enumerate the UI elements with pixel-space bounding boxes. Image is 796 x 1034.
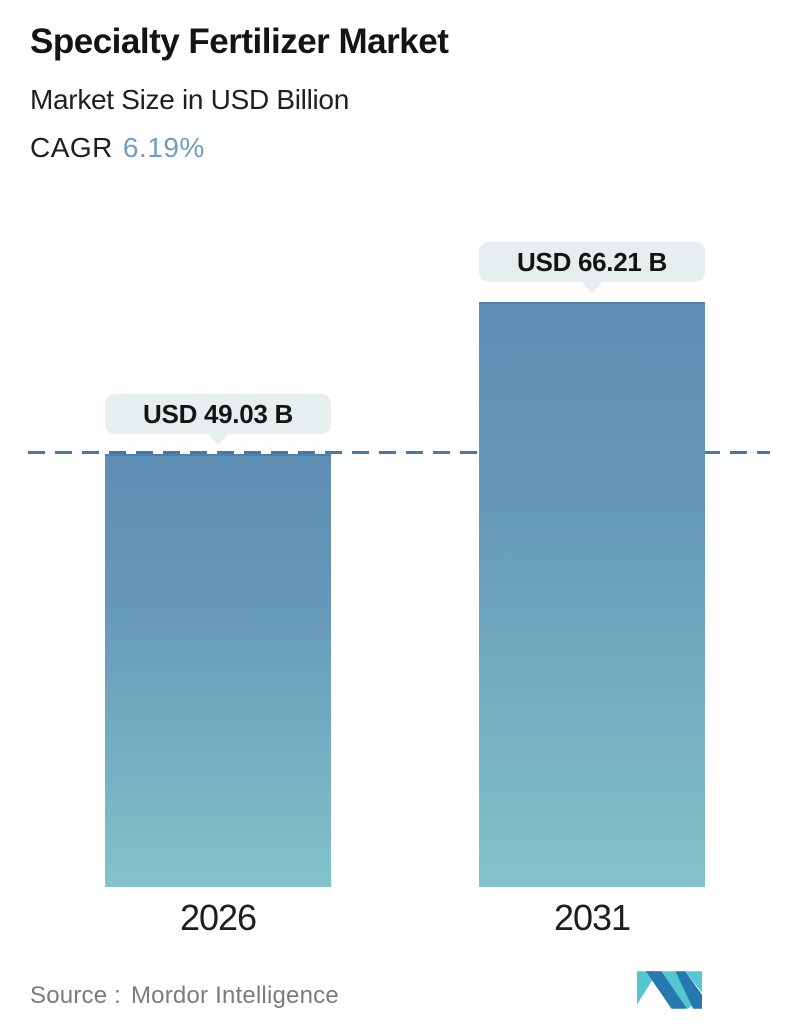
bar-group-2031: USD 66.21 B 2031 — [479, 242, 705, 938]
source-line: Source : Mordor Intelligence — [30, 982, 339, 1010]
cagr-label: CAGR — [30, 132, 113, 164]
reference-dashed-line — [28, 451, 770, 454]
chart-subtitle: Market Size in USD Billion — [30, 84, 349, 116]
value-label-2026: USD 49.03 B — [143, 399, 293, 429]
value-callout-2031: USD 66.21 B — [479, 242, 705, 293]
mordor-intelligence-logo — [637, 971, 702, 1009]
page-title: Specialty Fertilizer Market — [30, 22, 449, 61]
cagr-value: 6.19% — [122, 132, 205, 164]
source-value: Mordor Intelligence — [130, 982, 339, 1009]
callout-pointer-icon — [208, 434, 228, 445]
bar-2026 — [105, 454, 331, 887]
x-tick-2031: 2031 — [553, 897, 631, 938]
cagr-line: CAGR 6.19% — [30, 132, 448, 164]
chart-header: Specialty Fertilizer Market Market Size … — [30, 22, 449, 164]
source-label: Source : — [30, 982, 121, 1009]
bar-group-2026: USD 49.03 B 2026 — [105, 394, 331, 938]
value-callout-2026: USD 49.03 B — [105, 394, 331, 445]
bar-2031 — [479, 302, 705, 887]
callout-pointer-icon — [582, 282, 602, 293]
x-tick-2026: 2026 — [179, 897, 257, 938]
value-label-2031: USD 66.21 B — [517, 247, 667, 277]
